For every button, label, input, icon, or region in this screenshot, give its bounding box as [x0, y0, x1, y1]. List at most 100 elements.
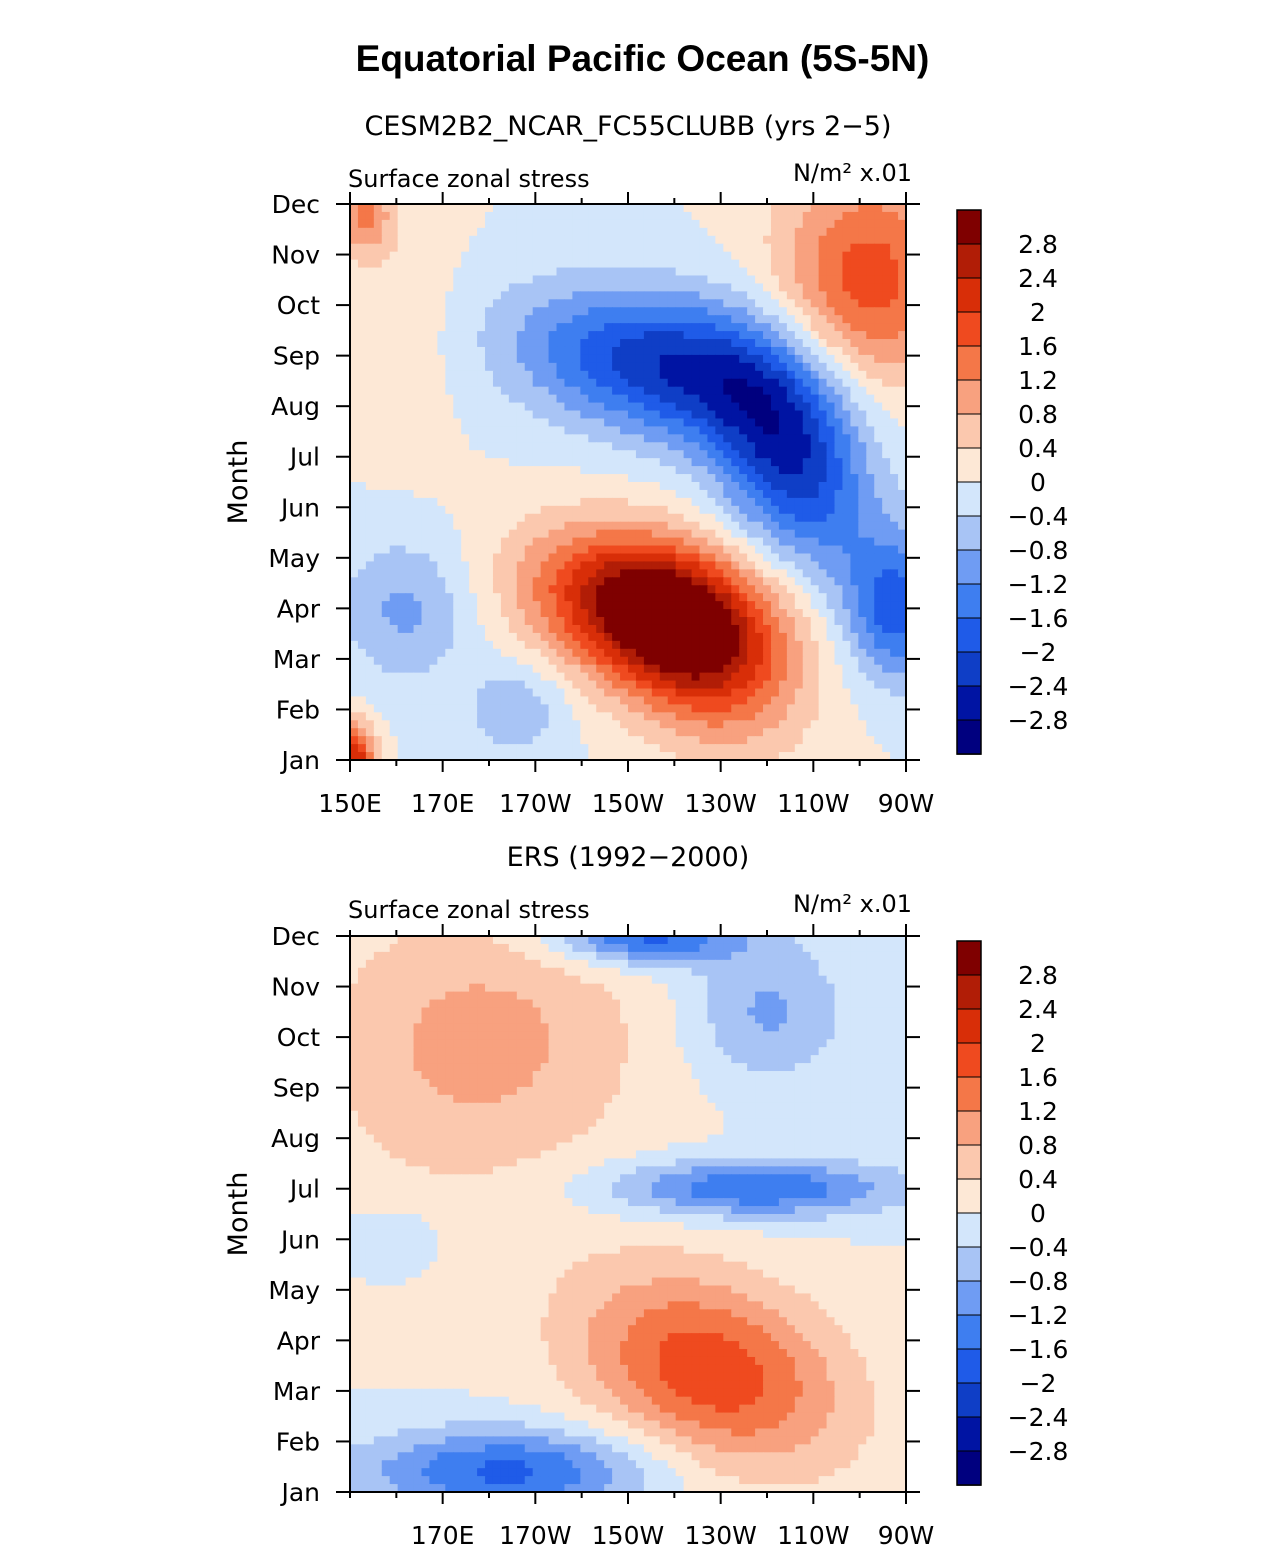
- contour-cell: [564, 466, 573, 475]
- contour-cell: [596, 458, 605, 467]
- contour-cell: [373, 458, 383, 467]
- contour-cell: [898, 204, 906, 213]
- contour-cell: [445, 362, 454, 372]
- contour-cell: [890, 537, 899, 547]
- contour-cell: [778, 545, 788, 555]
- contour-cell: [469, 585, 478, 594]
- contour-cell: [445, 664, 454, 674]
- contour-cell: [643, 537, 653, 547]
- contour-cell: [397, 458, 407, 467]
- contour-cell: [500, 418, 510, 427]
- contour-cell: [866, 648, 875, 658]
- contour-cell: [723, 450, 732, 459]
- contour-cell: [612, 434, 621, 443]
- contour-cell: [350, 561, 359, 570]
- contour-cell: [651, 752, 661, 760]
- contour-cell: [429, 227, 438, 237]
- contour-cell: [882, 331, 891, 340]
- contour-cell: [620, 704, 629, 713]
- contour-cell: [842, 569, 851, 578]
- contour-cell: [898, 696, 906, 705]
- month-label: Aug: [271, 392, 320, 421]
- contour-cell: [826, 744, 836, 753]
- contour-cell: [874, 720, 883, 729]
- contour-cell: [866, 696, 875, 705]
- contour-cell: [620, 275, 629, 285]
- contour-cell: [890, 640, 899, 650]
- contour-cell: [874, 243, 883, 253]
- contour-cell: [802, 275, 812, 285]
- contour-cell: [786, 466, 796, 475]
- contour-cell: [763, 632, 772, 642]
- contour-cell: [350, 307, 359, 316]
- contour-cell: [763, 291, 772, 300]
- contour-cell: [755, 545, 764, 555]
- contour-cell: [755, 259, 764, 269]
- contour-cell: [461, 696, 470, 705]
- contour-cell: [651, 370, 661, 380]
- contour-cell: [461, 593, 470, 602]
- contour-cell: [866, 482, 875, 491]
- contour-cell: [588, 458, 597, 467]
- contour-cell: [699, 243, 709, 253]
- contour-cell: [715, 331, 724, 340]
- contour-cell: [731, 648, 740, 658]
- contour-cell: [802, 537, 812, 547]
- contour-cell: [826, 211, 836, 221]
- contour-cell: [747, 736, 756, 745]
- contour-cell: [715, 362, 724, 372]
- contour-cell: [882, 593, 891, 602]
- contour-cell: [874, 267, 883, 277]
- panel-1-contour-field: [350, 204, 906, 760]
- contour-cell: [492, 466, 502, 475]
- contour-cell: [683, 632, 693, 642]
- contour-cell: [786, 624, 796, 634]
- contour-cell: [890, 688, 899, 698]
- contour-cell: [365, 482, 375, 491]
- contour-cell: [699, 648, 709, 658]
- contour-cell: [858, 426, 867, 435]
- contour-cell: [492, 521, 502, 531]
- contour-cell: [453, 720, 462, 729]
- contour-cell: [890, 617, 899, 626]
- contour-cell: [628, 617, 637, 626]
- contour-cell: [548, 656, 558, 666]
- contour-cell: [389, 561, 399, 570]
- contour-cell: [802, 227, 812, 237]
- contour-cell: [461, 744, 470, 753]
- contour-cell: [516, 362, 526, 372]
- contour-cell: [628, 752, 637, 760]
- contour-cell: [659, 585, 669, 594]
- contour-cell: [778, 505, 788, 515]
- contour-cell: [580, 617, 589, 626]
- contour-cell: [516, 386, 526, 396]
- contour-cell: [620, 291, 629, 300]
- contour-cell: [389, 640, 399, 650]
- month-label: Nov: [271, 241, 320, 270]
- contour-cell: [810, 323, 820, 332]
- contour-cell: [747, 283, 756, 292]
- contour-cell: [548, 442, 558, 451]
- contour-cell: [453, 315, 462, 324]
- contour-cell: [572, 656, 581, 666]
- contour-cell: [357, 680, 367, 690]
- contour-cell: [826, 553, 836, 563]
- contour-cell: [715, 609, 724, 618]
- contour-cell: [882, 251, 891, 261]
- contour-cell: [675, 434, 685, 443]
- contour-cell: [453, 545, 462, 555]
- contour-cell: [786, 204, 796, 213]
- contour-cell: [540, 744, 550, 753]
- contour-cell: [898, 235, 906, 245]
- contour-cell: [397, 624, 407, 634]
- contour-cell: [596, 418, 605, 427]
- contour-cell: [469, 450, 478, 459]
- contour-cell: [691, 299, 701, 308]
- contour-cell: [699, 362, 709, 372]
- contour-cell: [826, 267, 836, 277]
- contour-cell: [548, 267, 558, 277]
- contour-cell: [492, 736, 502, 745]
- contour-cell: [866, 426, 875, 435]
- contour-cell: [373, 529, 383, 539]
- contour-cell: [469, 291, 478, 300]
